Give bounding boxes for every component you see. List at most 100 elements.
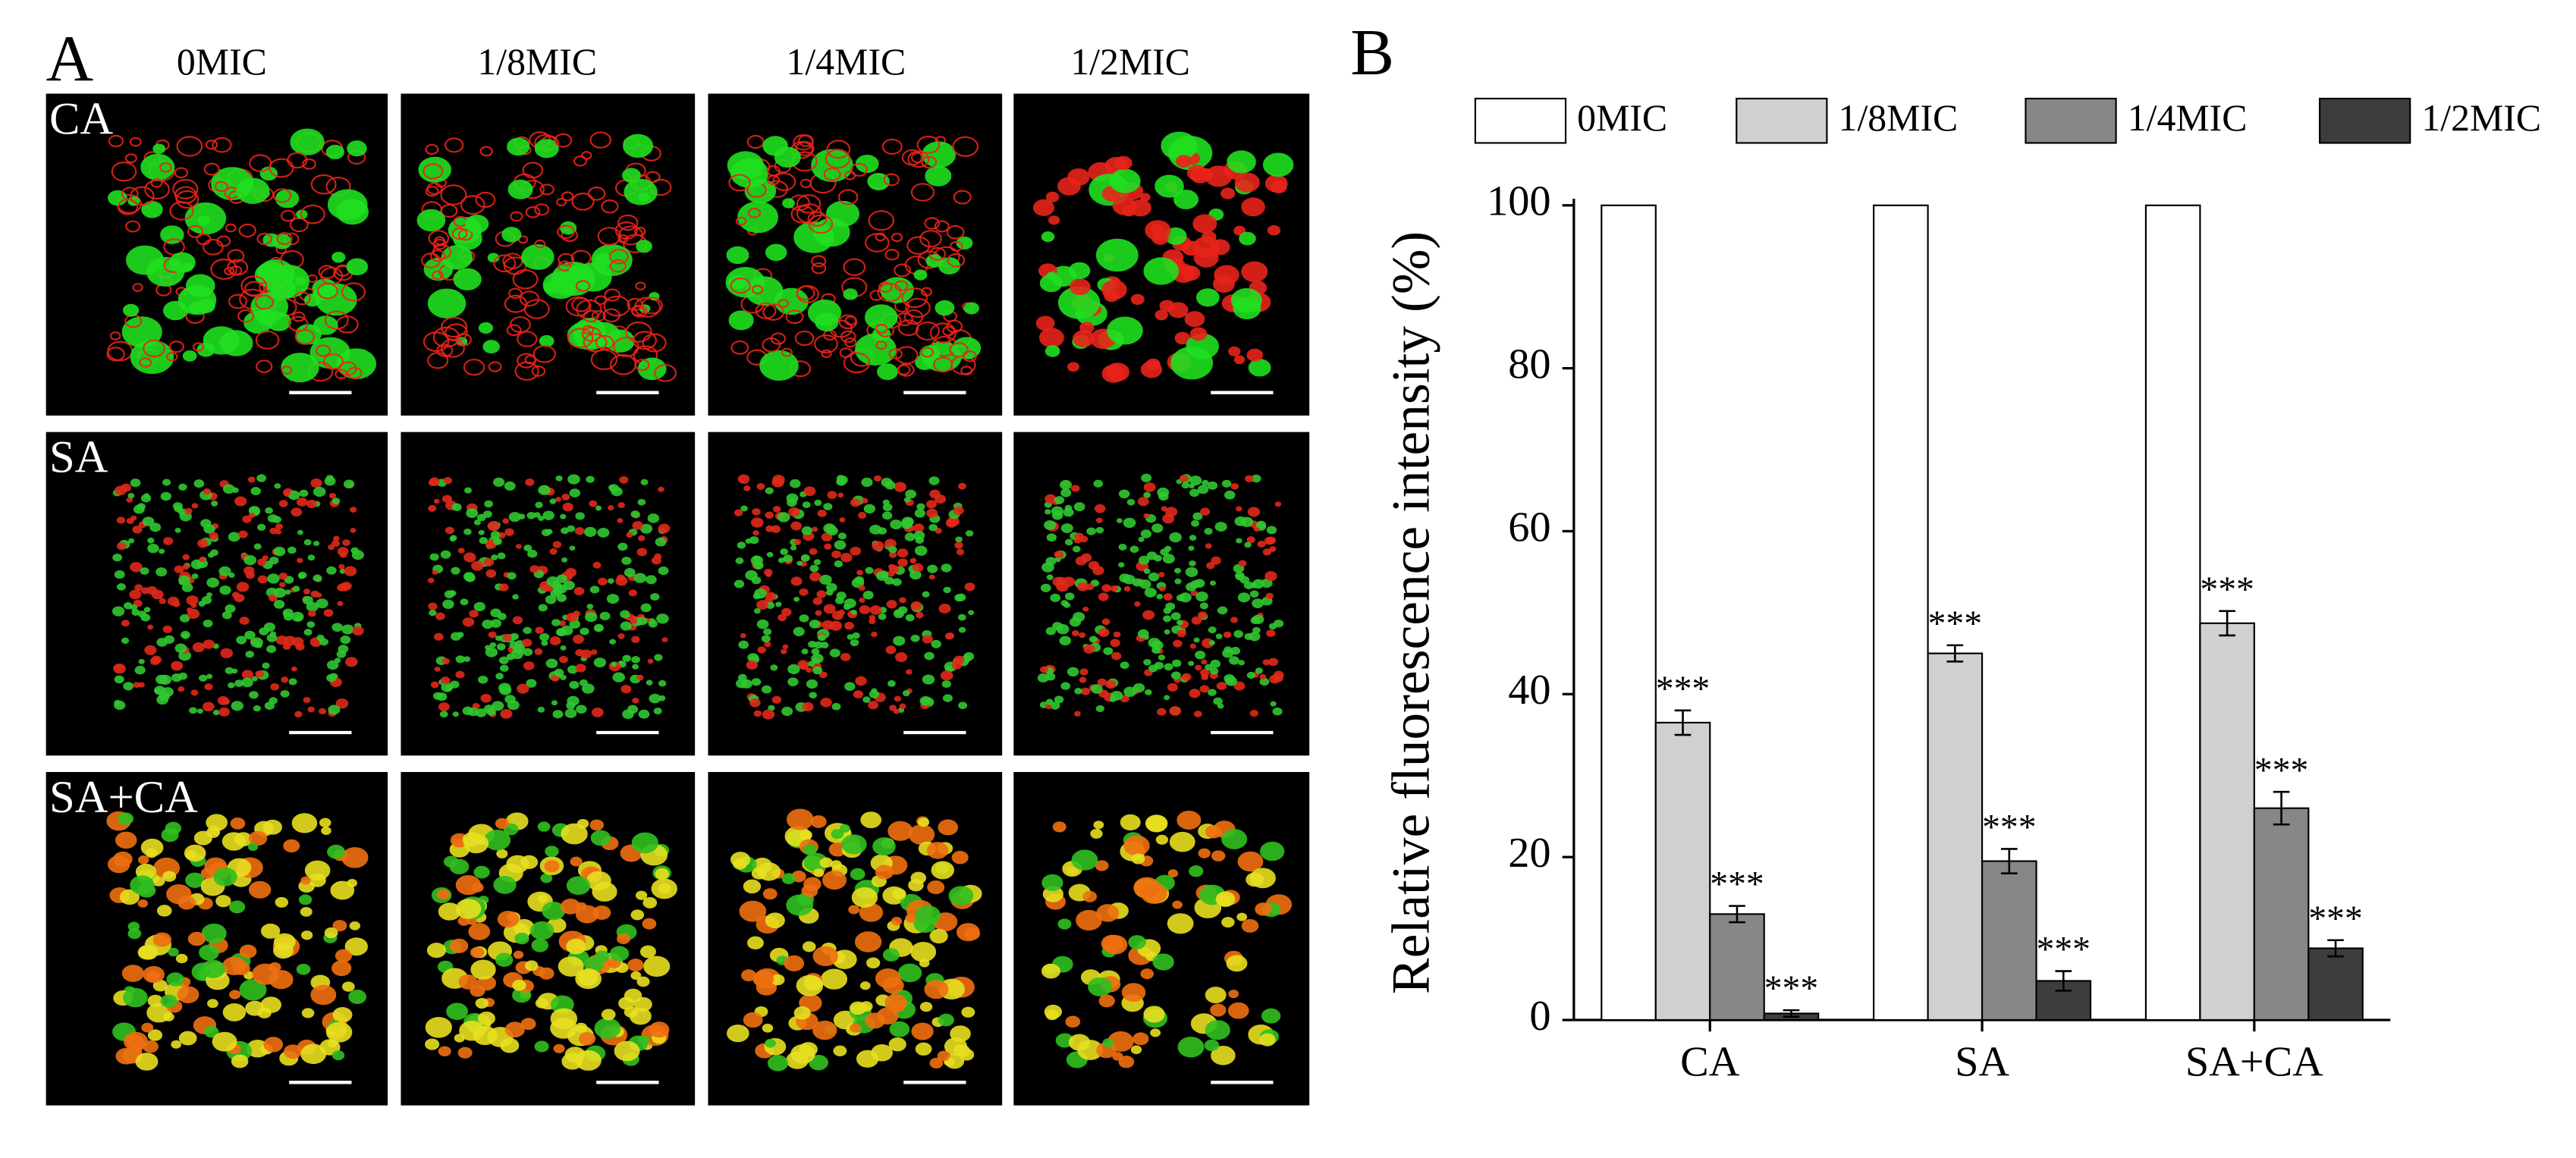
cell [168,340,184,353]
cell [1236,912,1248,921]
cell [592,561,602,569]
cell [500,664,509,672]
cell [1075,556,1087,566]
cell [1097,678,1107,686]
cell [331,1050,345,1061]
cell [578,1032,596,1046]
cell [625,322,652,343]
cell [1202,231,1217,243]
cell [430,681,439,689]
cell [887,570,895,577]
cell [799,662,809,670]
cell [870,631,878,638]
cell [517,683,529,694]
cell [815,312,839,331]
cell [1192,214,1217,234]
cell [506,653,515,661]
cell [740,679,752,689]
cell [1173,639,1183,648]
cell [594,295,607,306]
cell [814,499,822,507]
cell [763,628,772,635]
cell [1175,155,1192,168]
cell [1128,935,1146,949]
cell [897,548,909,558]
cell [655,868,670,880]
cell [283,839,300,853]
cell [1259,1033,1276,1047]
cell [1189,580,1201,588]
cell [875,570,889,581]
y-tick-label: 80 [1508,341,1550,388]
cell [1120,661,1129,670]
cell [488,631,497,639]
cell [504,1021,525,1038]
cell [190,603,197,608]
cell [241,670,254,679]
cell [802,701,814,712]
cell [555,497,562,502]
cell [915,1042,932,1056]
cell [567,328,594,349]
cell [112,606,125,617]
cell [872,837,896,856]
cell [156,695,168,705]
cell [335,657,341,664]
significance-label: *** [2308,899,2362,939]
cell [746,660,759,670]
cell [185,850,197,859]
cell [603,295,630,317]
cell [449,938,469,954]
cell [488,361,502,372]
cell [268,594,278,602]
cell [1197,485,1209,494]
cell [206,827,220,838]
cell [434,236,445,246]
cell [197,215,210,226]
cell [307,554,316,561]
cell [963,302,979,315]
cell [957,614,966,621]
cell [1189,689,1201,698]
cell [159,162,173,173]
significance-label: *** [1982,808,2036,848]
column-label: 1/4MIC [787,41,906,83]
cell [889,1021,910,1037]
cell [757,862,781,881]
cell [872,541,884,551]
cell [859,981,871,990]
cell [844,315,857,326]
cell [441,657,451,665]
cell [1157,708,1167,716]
cell [956,548,965,556]
cell [248,513,256,519]
cell [328,544,335,551]
cell [140,567,149,575]
cell [803,877,821,892]
cell [347,366,363,380]
cell [550,1017,577,1039]
cell [1271,180,1287,193]
cell [632,331,657,350]
cell [339,551,347,558]
cell [1101,618,1111,626]
cell [254,294,274,310]
cell [1113,631,1121,638]
cell [1207,481,1218,490]
cell [875,968,901,989]
cell [509,641,519,649]
cell [894,280,909,292]
cell [632,521,643,530]
cell [1143,568,1151,574]
cell [1141,473,1152,482]
cell [1167,683,1178,692]
cell [766,551,774,557]
cell [620,685,632,694]
cell [1241,197,1265,217]
cell [335,698,349,709]
cell [344,566,357,576]
cell [121,637,130,645]
cell [129,137,142,147]
cell [633,996,652,1012]
cell [466,508,479,519]
